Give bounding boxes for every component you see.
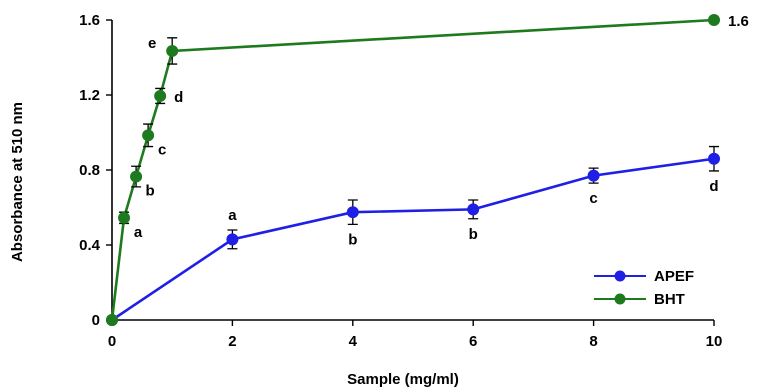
point-label-bht: e — [148, 35, 156, 52]
point-label-apef: c — [589, 190, 597, 207]
y-tick-label: 0.8 — [79, 162, 100, 179]
plot-area: 0 2 4 6 8 10 0 0.4 0.8 1.2 1.6 a b b c d a b c d e 1.6 — [79, 12, 749, 350]
x-tick-label: 6 — [469, 333, 477, 350]
legend-label-apef: APEF — [654, 268, 694, 285]
axis-ticks: 0 2 4 6 8 10 0 0.4 0.8 1.2 1.6 — [79, 12, 722, 350]
legend-label-bht: BHT — [654, 291, 685, 308]
y-tick-label: 1.2 — [79, 87, 100, 104]
legend-marker-bht — [614, 293, 626, 305]
legend-entry-apef: APEF — [594, 268, 694, 285]
data-point-bht — [154, 89, 167, 102]
y-axis-title: Absorbance at 510 nm — [9, 102, 26, 262]
series-bht — [106, 14, 720, 326]
point-label-bht: a — [134, 224, 143, 241]
series-layer — [106, 14, 720, 326]
x-tick-label: 4 — [349, 333, 358, 350]
data-point-bht — [106, 314, 118, 326]
data-point-bht — [142, 129, 155, 142]
data-point-bht — [708, 14, 720, 26]
x-tick-label: 2 — [228, 333, 236, 350]
data-point-apef — [708, 152, 720, 165]
series-line-apef — [111, 157, 715, 322]
point-label-apef: d — [709, 178, 718, 195]
x-tick-label: 0 — [108, 333, 116, 350]
x-tick-label: 10 — [706, 333, 723, 350]
y-tick-label: 1.6 — [79, 12, 100, 29]
legend-marker-apef — [614, 270, 626, 282]
point-label-bht: d — [174, 89, 183, 106]
x-axis-title: Sample (mg/ml) — [347, 371, 459, 387]
data-point-apef — [346, 206, 359, 219]
point-label-apef: b — [348, 231, 357, 248]
point-label-bht: b — [145, 183, 154, 200]
data-point-apef — [467, 203, 480, 216]
data-point-bht — [166, 44, 179, 57]
point-label-apef: a — [228, 207, 237, 224]
x-tick-label: 8 — [589, 333, 597, 350]
legend-entry-bht: BHT — [594, 291, 685, 308]
point-label-bht: 1.6 — [728, 13, 749, 30]
y-tick-label: 0 — [92, 312, 100, 329]
y-tick-label: 0.4 — [79, 237, 101, 254]
point-label-apef: b — [469, 226, 478, 243]
data-point-apef — [587, 169, 600, 182]
data-point-apef — [226, 233, 239, 246]
data-point-bht — [130, 170, 143, 183]
point-labels: a b b c d a b c d e 1.6 — [134, 13, 749, 248]
point-label-bht: c — [158, 141, 166, 158]
legend: APEF BHT — [594, 268, 694, 308]
data-point-bht — [118, 211, 131, 224]
